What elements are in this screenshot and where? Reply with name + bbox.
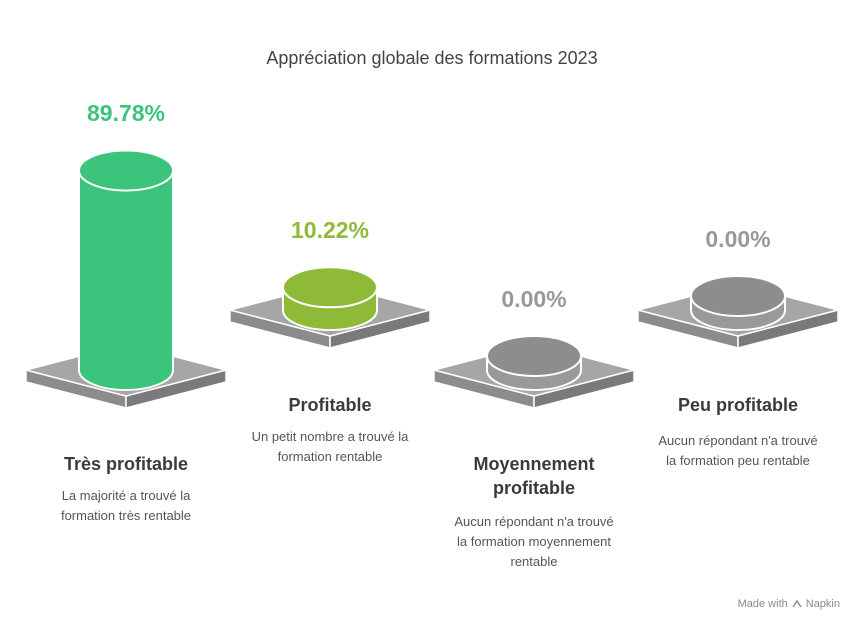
category-label-tres-profitable: Très profitable: [63, 454, 189, 474]
description-peu-profitable: Aucun répondant n'a trouvé la formation …: [658, 433, 818, 468]
bar-top-tres-profitable: [78, 149, 174, 192]
chart-title: Appréciation globale des formations 2023: [266, 48, 598, 68]
category-label-moyennement-profitable: Moyennement profitable: [473, 454, 595, 498]
description-profitable: Un petit nombre a trouvé la formation re…: [251, 429, 409, 464]
description-tres-profitable: La majorité a trouvé la formation très r…: [60, 488, 192, 523]
bar-top-peu-profitable: [690, 275, 786, 317]
value-label-peu-profitable: 0.00%: [705, 226, 771, 252]
category-label-peu-profitable: Peu profitable: [677, 395, 798, 415]
value-label-profitable: 10.22%: [290, 217, 369, 244]
watermark: Made with Napkin: [738, 598, 840, 610]
bar-tres-profitable: [78, 169, 174, 391]
watermark-prefix: Made with: [737, 598, 788, 610]
bar-top-moyennement-profitable: [486, 335, 582, 377]
watermark-brand: Napkin: [805, 598, 840, 610]
value-label-moyennement-profitable: 0.00%: [501, 286, 567, 312]
bar-top-profitable: [282, 266, 378, 309]
category-label-profitable: Profitable: [288, 395, 372, 415]
napkin-logo-icon: [792, 599, 802, 609]
value-label-tres-profitable: 89.78%: [86, 100, 165, 127]
description-moyennement-profitable: Aucun répondant n'a trouvé la formation …: [454, 514, 614, 569]
